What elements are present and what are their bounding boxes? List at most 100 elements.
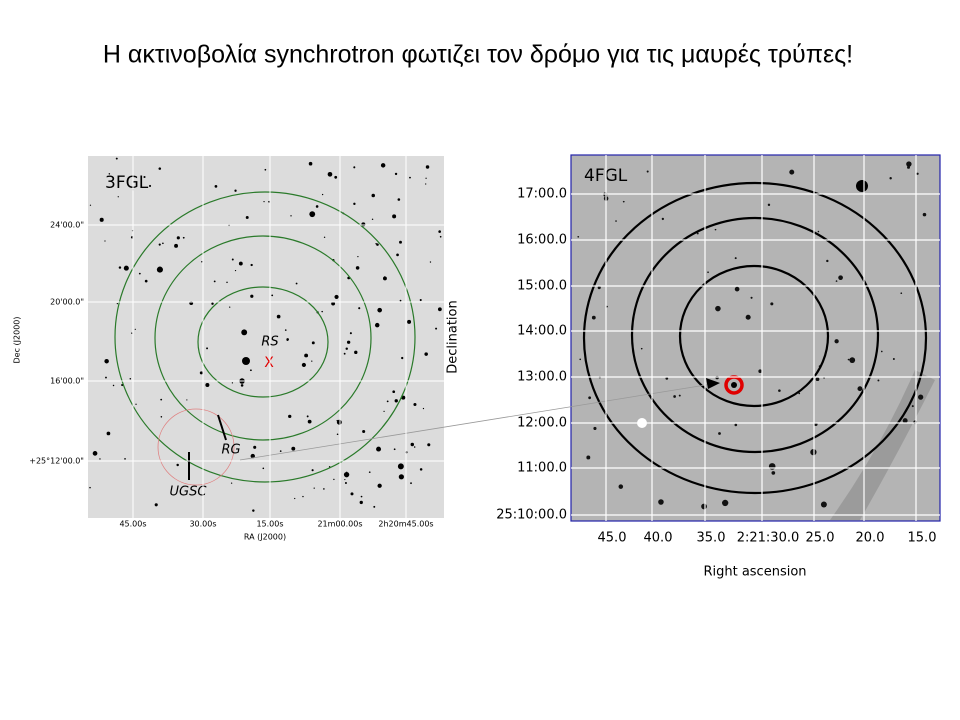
y-tick-label: 16'00.0" [50, 377, 84, 386]
x-tick-label: 30.00s [189, 520, 216, 529]
rg-arrow [217, 414, 227, 441]
star [279, 450, 282, 452]
star [355, 266, 360, 270]
star [593, 426, 597, 431]
star [438, 230, 441, 233]
star [321, 193, 324, 196]
star [770, 302, 774, 306]
star [360, 495, 363, 498]
star [745, 314, 751, 320]
star [336, 433, 339, 436]
star [131, 332, 133, 334]
star [392, 390, 396, 394]
star [249, 369, 252, 372]
star [661, 217, 665, 221]
y-tick-label: 24'00.0" [50, 221, 84, 230]
star [665, 377, 669, 380]
star [359, 500, 363, 505]
star [586, 455, 591, 460]
star [199, 371, 203, 375]
star [143, 175, 146, 179]
star [856, 180, 868, 192]
star [892, 358, 895, 361]
star [309, 211, 316, 218]
star [344, 481, 347, 485]
star [306, 415, 309, 418]
star [820, 501, 827, 508]
star [380, 163, 386, 168]
star [373, 505, 376, 508]
star [889, 177, 892, 180]
star [99, 217, 104, 222]
star [907, 165, 910, 169]
star [138, 272, 141, 275]
star [696, 232, 699, 235]
star [349, 332, 352, 335]
star [900, 292, 903, 295]
star [911, 405, 914, 408]
star [396, 253, 399, 257]
star [916, 172, 919, 175]
star [334, 294, 339, 299]
star [789, 169, 795, 175]
star [588, 396, 592, 400]
star [707, 271, 709, 274]
star [346, 340, 351, 344]
star [160, 416, 163, 418]
star [158, 167, 162, 170]
star [413, 446, 416, 448]
star [307, 419, 312, 424]
star [158, 243, 161, 246]
star [902, 418, 908, 424]
star [877, 379, 880, 382]
star [437, 307, 442, 312]
star [678, 394, 681, 397]
star [673, 395, 676, 398]
y-tick-label: 14:00.0 [517, 324, 567, 339]
x-tick-label: 15.0 [908, 531, 937, 546]
star [849, 357, 856, 364]
star [294, 497, 296, 500]
star [419, 298, 422, 302]
star [750, 296, 753, 299]
star [92, 451, 98, 456]
star [144, 279, 148, 283]
star [301, 362, 306, 368]
star [427, 443, 431, 447]
star [419, 468, 423, 471]
star [240, 384, 244, 387]
star [116, 303, 118, 305]
x-tick-label: 25.0 [806, 531, 835, 546]
star [715, 305, 721, 312]
star [376, 446, 382, 452]
star [399, 299, 402, 302]
star [154, 503, 158, 507]
star [377, 307, 382, 313]
left-contours [114, 191, 416, 483]
star [826, 259, 829, 263]
star [129, 378, 132, 380]
star [214, 185, 218, 188]
star [302, 495, 304, 498]
star [714, 228, 717, 231]
star [304, 353, 309, 358]
star [234, 269, 237, 272]
star [918, 394, 924, 400]
star [229, 306, 231, 308]
star [906, 161, 912, 167]
star [357, 255, 359, 258]
star [344, 478, 346, 481]
star [336, 419, 339, 422]
star [817, 230, 820, 233]
x-tick-label: 21m00.00s [317, 520, 362, 529]
star [117, 196, 119, 198]
star [439, 235, 442, 238]
star [392, 214, 397, 219]
star [323, 488, 325, 490]
star [722, 499, 729, 507]
star [213, 280, 216, 283]
star [425, 183, 427, 185]
star [321, 310, 323, 313]
star [238, 261, 243, 266]
